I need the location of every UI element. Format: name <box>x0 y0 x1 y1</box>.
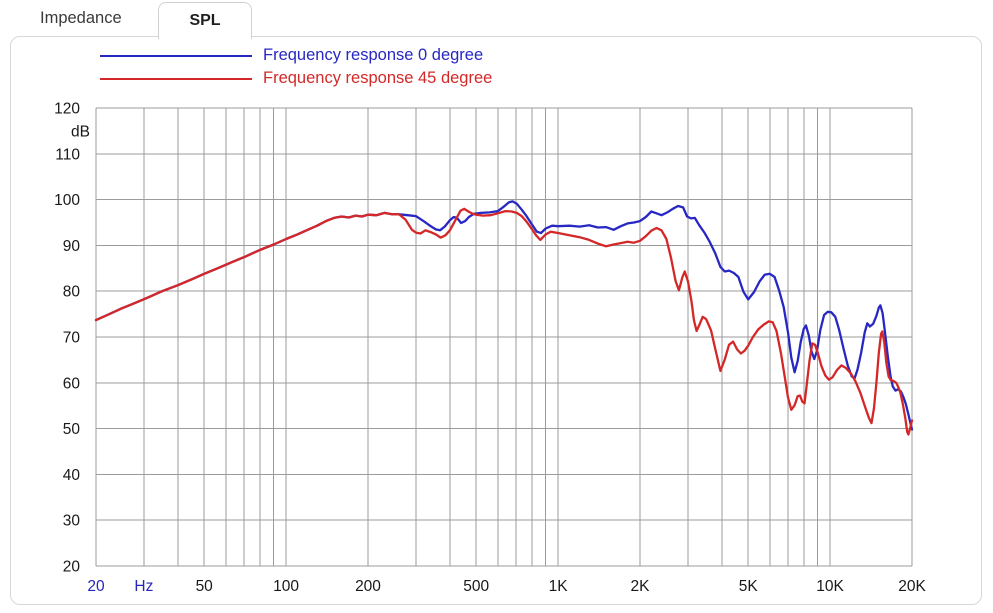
legend-item-45-degree: Frequency response 45 degree <box>100 67 492 90</box>
chart-panel <box>10 36 982 605</box>
legend-line-45-degree <box>100 77 252 80</box>
legend-label-0-degree: Frequency response 0 degree <box>263 46 484 65</box>
tab-spl[interactable]: SPL <box>158 2 252 39</box>
tab-impedance[interactable]: Impedance <box>40 9 122 27</box>
legend-line-0-degree <box>100 54 252 57</box>
legend-label-45-degree: Frequency response 45 degree <box>263 69 493 88</box>
chart-legend: Frequency response 0 degree Frequency re… <box>100 44 492 90</box>
tab-bar: Impedance SPL <box>0 0 993 39</box>
legend-item-0-degree: Frequency response 0 degree <box>100 44 492 67</box>
